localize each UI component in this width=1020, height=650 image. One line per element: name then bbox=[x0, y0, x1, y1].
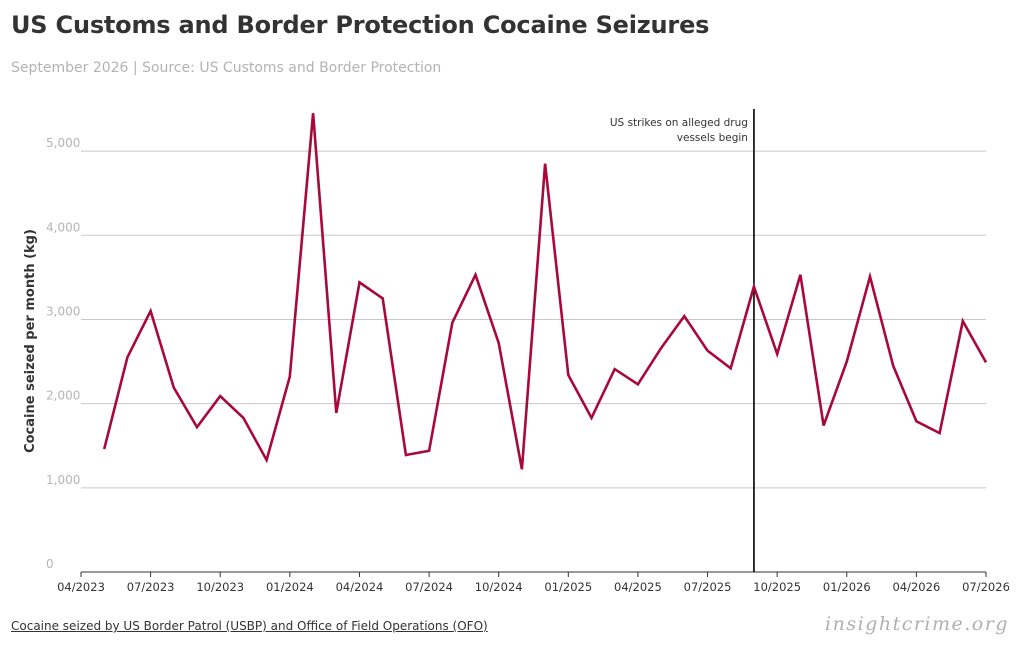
series-group bbox=[102, 113, 988, 470]
x-tick-label: 07/2024 bbox=[405, 580, 453, 594]
x-tick-label: 10/2023 bbox=[196, 580, 244, 594]
y-tick-label: 4,000 bbox=[46, 220, 80, 234]
x-tick-label: 01/2025 bbox=[544, 580, 592, 594]
grid-lines bbox=[81, 150, 986, 489]
brand-logo: insightcrime.org bbox=[825, 613, 1009, 635]
x-tick-label: 04/2023 bbox=[57, 580, 105, 594]
x-tick-label: 04/2025 bbox=[614, 580, 662, 594]
annotation-text: US strikes on alleged drug bbox=[610, 117, 748, 129]
chart-subtitle: September 2026 | Source: US Customs and … bbox=[11, 60, 442, 76]
footer-note[interactable]: Cocaine seized by US Border Patrol (USBP… bbox=[11, 619, 488, 633]
y-tick-label: 2,000 bbox=[46, 389, 80, 403]
y-tick-label: 5,000 bbox=[46, 136, 80, 150]
x-axis: 04/2023 07/2023 10/2023 01/2024 04/2024 07/20… bbox=[57, 571, 1010, 594]
x-tick-label: 04/2026 bbox=[892, 580, 940, 594]
chart-title: US Customs and Border Protection Cocaine… bbox=[11, 11, 710, 39]
x-tick-label: 10/2025 bbox=[753, 580, 801, 594]
x-tick-label: 01/2026 bbox=[823, 580, 871, 594]
x-tick-label: 04/2024 bbox=[336, 580, 384, 594]
y-tick-label: 1,000 bbox=[46, 473, 80, 487]
x-tick-label: 07/2023 bbox=[127, 580, 175, 594]
x-tick-label: 07/2025 bbox=[684, 580, 732, 594]
series-line-0 bbox=[102, 113, 988, 470]
y-tick-label: 0 bbox=[46, 557, 54, 571]
y-tick-label: 3,000 bbox=[46, 304, 80, 318]
annotation: US strikes on alleged drug vessels begin bbox=[610, 109, 755, 572]
y-axis-label: Cocaine seized per month (kg) bbox=[23, 229, 38, 453]
x-tick-label: 07/2026 bbox=[962, 580, 1010, 594]
x-tick-label: 01/2024 bbox=[266, 580, 314, 594]
x-tick-label: 10/2024 bbox=[475, 580, 523, 594]
y-tick-labels: 0 1,000 2,000 3,000 4,000 5,000 bbox=[46, 136, 80, 571]
annotation-text: vessels begin bbox=[677, 132, 748, 144]
